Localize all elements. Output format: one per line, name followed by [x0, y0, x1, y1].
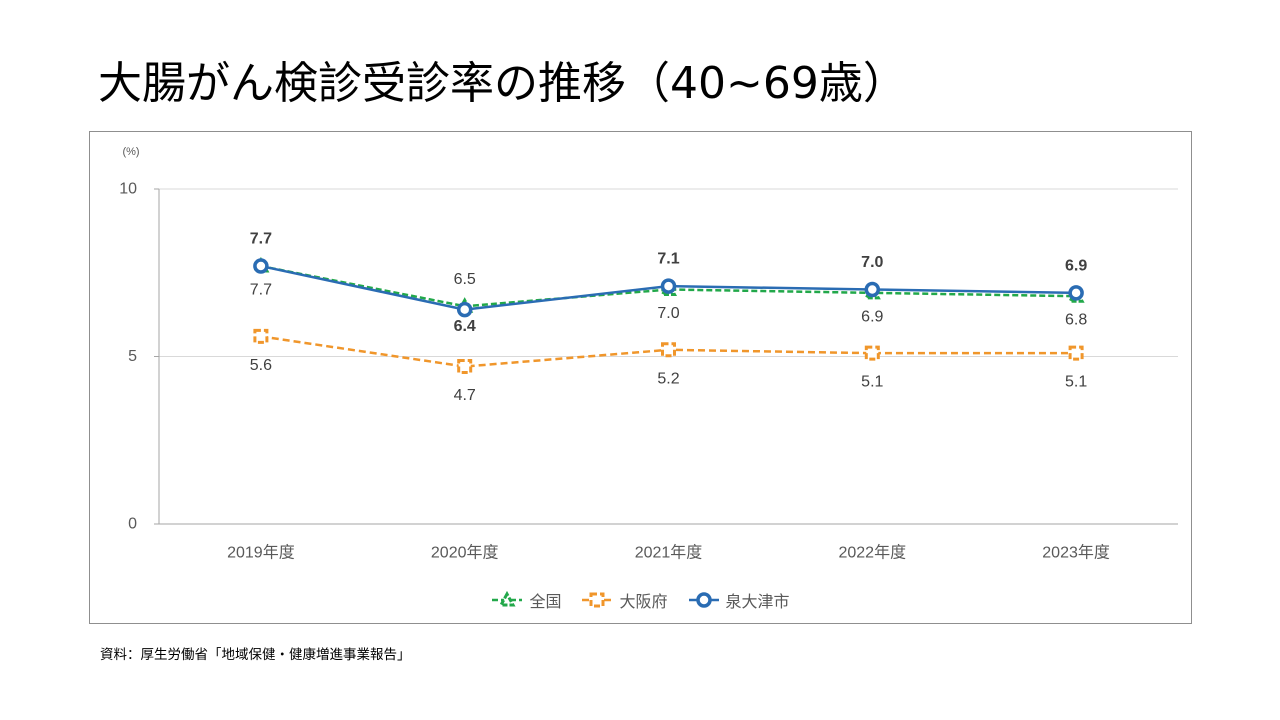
y-tick-label: 0: [128, 516, 137, 533]
square-marker: [661, 342, 676, 358]
data-label: 6.5: [454, 271, 476, 288]
slide-title: 大腸がん検診受診率の推移（40~69歳）: [98, 58, 907, 109]
square-marker: [589, 592, 605, 608]
data-label: 5.2: [657, 370, 679, 387]
legend-label: 大阪府: [619, 594, 668, 611]
data-label: 7.0: [657, 305, 679, 322]
x-tick-label: 2023年度: [1042, 544, 1110, 562]
data-label: 6.9: [861, 308, 883, 325]
series-layer: [252, 256, 1085, 375]
data-label: 7.0: [861, 254, 883, 271]
data-label: 5.1: [861, 374, 883, 391]
series-3: [253, 258, 1084, 318]
data-label: 6.8: [1065, 312, 1087, 329]
square-marker: [457, 359, 473, 375]
legend-swatch: [688, 592, 719, 608]
square-marker: [1068, 345, 1084, 361]
grid-layer: 0 5 10 2019年度 2020年度 2021年度 2022年度 2023年度: [119, 181, 1178, 562]
data-label: 7.7: [250, 231, 272, 248]
data-label: 7.1: [657, 251, 679, 268]
data-label-layer: 7.7 6.5 7.0 6.9 6.8 5.6 4.7 5.2 5.1 5.1 7.7 6.4 7.1 7…: [250, 231, 1088, 404]
chart-frame: 0 5 10 2019年度 2020年度 2021年度 2022年度 2023年度 7.7 6.…: [89, 131, 1192, 624]
y-tick-label: 10: [119, 181, 137, 198]
y-axis-unit-label: (%): [122, 146, 139, 158]
y-tick-label: 5: [128, 348, 137, 365]
series-2: [253, 328, 1084, 375]
legend-item: 大阪府: [581, 588, 668, 612]
square-marker: [864, 345, 880, 361]
x-tick-label: 2022年度: [838, 544, 906, 562]
circle-marker: [695, 592, 712, 608]
triangle-marker: [498, 590, 516, 607]
line-chart: 0 5 10 2019年度 2020年度 2021年度 2022年度 2023年度 7.7 6.…: [119, 146, 1178, 562]
x-tick-label: 2019年度: [227, 544, 295, 562]
circle-marker: [660, 278, 677, 294]
data-label: 4.7: [454, 387, 476, 404]
data-label: 5.6: [250, 357, 272, 374]
circle-marker: [1068, 285, 1084, 301]
legend-label: 全国: [529, 594, 562, 611]
data-label: 6.4: [454, 318, 476, 335]
series-line: [260, 264, 1077, 308]
square-marker: [253, 328, 269, 344]
legend-label: 泉大津市: [725, 594, 790, 611]
data-label: 5.1: [1065, 374, 1087, 391]
x-tick-label: 2021年度: [635, 544, 703, 562]
legend-item: 泉大津市: [688, 588, 790, 612]
source-note: 資料：厚生労働省「地域保健・健康増進事業報告」: [100, 647, 411, 663]
data-label: 6.9: [1065, 257, 1087, 274]
circle-marker: [864, 281, 881, 298]
legend-item: 全国: [491, 588, 561, 612]
circle-marker: [456, 301, 473, 318]
legend-swatch: [492, 590, 523, 607]
data-label: 7.7: [250, 282, 272, 299]
circle-marker: [253, 258, 269, 274]
legend-swatch: [582, 592, 613, 608]
x-tick-label: 2020年度: [431, 544, 499, 562]
chart-legend: 全国 大阪府 泉大津市: [90, 588, 1191, 612]
